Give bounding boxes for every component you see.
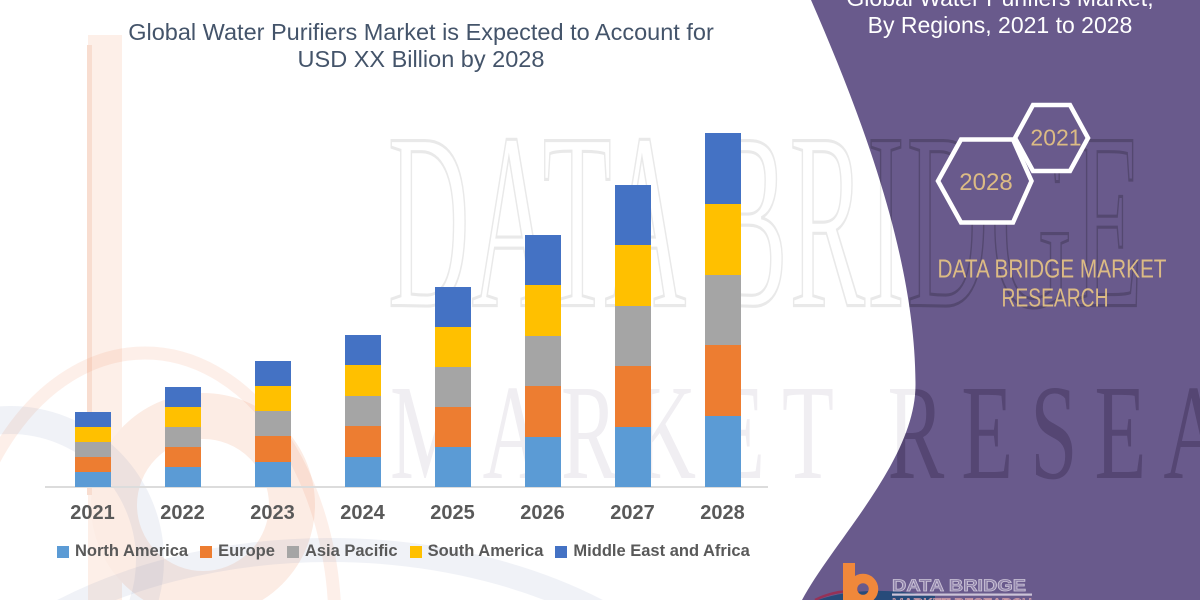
svg-text:2021: 2021 <box>1030 125 1081 151</box>
svg-text:2028: 2028 <box>959 169 1012 196</box>
svg-text:DATA BRIDGE MARKET: DATA BRIDGE MARKET <box>938 254 1167 284</box>
svg-text:DATA BRIDGE: DATA BRIDGE <box>892 576 1026 595</box>
svg-text:MARKET RESEARCH: MARKET RESEARCH <box>892 596 1032 600</box>
svg-text:RESEARCH: RESEARCH <box>1002 283 1109 313</box>
